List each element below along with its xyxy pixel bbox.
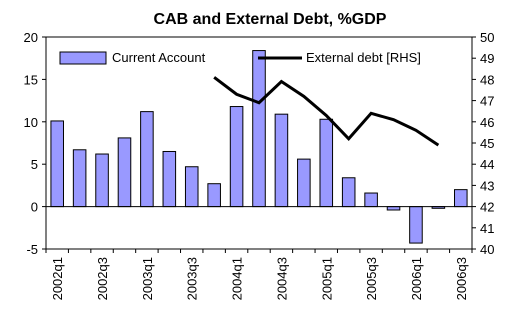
x-tick-label: 2005q3 (364, 257, 379, 300)
bar-2003q4 (207, 183, 221, 208)
x-tick-label: 2002q1 (50, 257, 65, 300)
bar-2005q3 (364, 192, 378, 208)
right-tick-label: 42 (480, 200, 494, 215)
bar-2002q1 (50, 120, 64, 208)
left-tick-label: 20 (24, 30, 38, 45)
x-tick-label: 2004q3 (274, 257, 289, 300)
legend: Current Account External debt [RHS] (59, 50, 421, 65)
legend-external-debt-label: External debt [RHS] (306, 50, 421, 65)
left-tick-label: -5 (26, 242, 38, 257)
x-tick-label: 2003q1 (140, 257, 155, 300)
right-y-axis: 40 41 42 43 44 45 46 47 48 49 50 (472, 30, 494, 257)
x-tick-label: 2006q1 (409, 257, 424, 300)
right-tick-label: 47 (480, 94, 494, 109)
right-tick-label: 50 (480, 30, 494, 45)
external-debt-line-layer (213, 76, 440, 147)
bar-2003q2 (162, 150, 177, 208)
current-account-bars (46, 50, 472, 244)
left-tick-label: 5 (31, 157, 38, 172)
x-tick-label: 2004q1 (230, 257, 245, 300)
x-tick-label: 2002q3 (95, 257, 110, 300)
bar-2006q3 (454, 189, 468, 208)
right-tick-label: 41 (480, 221, 494, 236)
right-tick-label: 46 (480, 115, 494, 130)
right-tick-label: 49 (480, 51, 494, 66)
left-tick-label: 0 (31, 200, 38, 215)
bar-2004q2 (252, 50, 266, 208)
bar-2002q2 (72, 149, 87, 208)
bar-2003q3 (184, 166, 199, 208)
right-tick-label: 44 (480, 157, 494, 172)
bar-2004q4 (297, 158, 311, 208)
left-tick-label: 15 (24, 72, 38, 87)
bar-2005q1 (319, 118, 334, 208)
left-tick-label: 10 (24, 115, 38, 130)
legend-current-account-label: Current Account (112, 50, 206, 65)
bar-2002q4 (117, 137, 132, 208)
bar-2005q2 (341, 177, 356, 208)
bar-2004q3 (274, 113, 289, 208)
bar-2003q1 (140, 111, 154, 208)
chart-title: CAB and External Debt, %GDP (154, 11, 387, 28)
right-tick-label: 45 (480, 136, 494, 151)
left-y-axis: -5 0 5 10 15 20 (24, 30, 46, 257)
bar-2005q4 (386, 206, 401, 211)
bar-2002q3 (95, 153, 109, 208)
bar-2004q1 (229, 106, 244, 208)
x-tick-label: 2003q3 (185, 257, 200, 300)
x-axis: 2002q1 2002q3 2003q1 2003q3 2004q1 2004q3 2005… (45, 249, 473, 300)
right-tick-label: 48 (480, 72, 494, 87)
bar-2006q1 (409, 206, 423, 244)
right-tick-label: 43 (480, 178, 494, 193)
legend-current-account-swatch (59, 51, 107, 65)
x-tick-label: 2005q1 (319, 257, 334, 300)
external-debt-line (213, 76, 440, 147)
right-tick-label: 40 (480, 242, 494, 257)
x-tick-label: 2006q3 (454, 257, 469, 300)
